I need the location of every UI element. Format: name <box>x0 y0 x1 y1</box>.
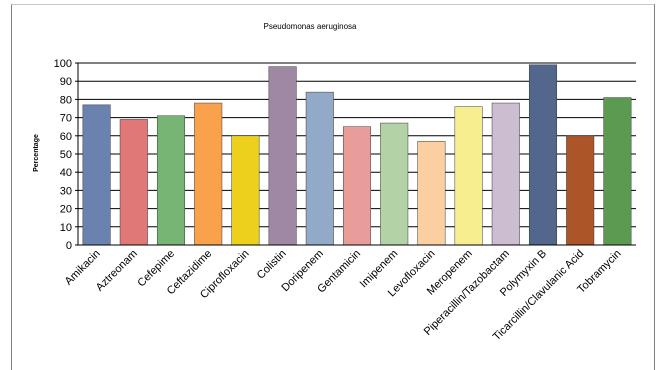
bar-cefepime <box>156 115 186 246</box>
bar-aztreonam <box>119 119 148 246</box>
bar-amikacin <box>82 104 111 246</box>
y-tick-label: 70 <box>60 113 72 125</box>
x-tick-labels: AmikacinAztreonamCefepimeCeftazidimeCipr… <box>63 248 624 344</box>
y-axis-label: Percentage <box>33 134 40 172</box>
bar-ciprofloxacin <box>231 135 260 246</box>
bar-doripenem <box>305 91 334 246</box>
y-tick-label: 100 <box>54 58 72 70</box>
y-tick-label: 30 <box>60 185 72 197</box>
bar-gentamicin <box>342 126 372 246</box>
x-tick-label: Colistin <box>255 248 289 282</box>
bar-levofloxacin <box>417 141 446 246</box>
bar-polymyxin-b <box>528 64 558 246</box>
bar-imipenem <box>380 122 409 246</box>
y-tick-labels: 0 10 20 30 40 50 60 70 80 90 100 <box>54 58 72 252</box>
bars <box>82 64 632 246</box>
axes <box>75 62 636 246</box>
chart-title: Pseudomonas aeruginosa <box>264 22 358 31</box>
y-tick-label: 0 <box>66 240 72 252</box>
y-tick-label: 50 <box>60 149 72 161</box>
y-tick-label: 40 <box>60 167 72 179</box>
y-tick-label: 80 <box>60 94 72 106</box>
y-tick-label: 20 <box>60 204 72 216</box>
bar-ceftazidime <box>194 102 223 246</box>
bar-tobramycin <box>603 97 632 246</box>
y-tick-label: 90 <box>60 76 72 88</box>
bar-piperacillin-tazobactam <box>491 102 520 246</box>
bar-meropenem <box>454 106 483 246</box>
y-tick-label: 60 <box>60 131 72 143</box>
bar-colistin <box>268 66 297 246</box>
chart-frame <box>11 4 655 370</box>
bar-ticarcillin-clavulanic-acid <box>566 135 595 246</box>
y-tick-label: 10 <box>60 222 72 234</box>
